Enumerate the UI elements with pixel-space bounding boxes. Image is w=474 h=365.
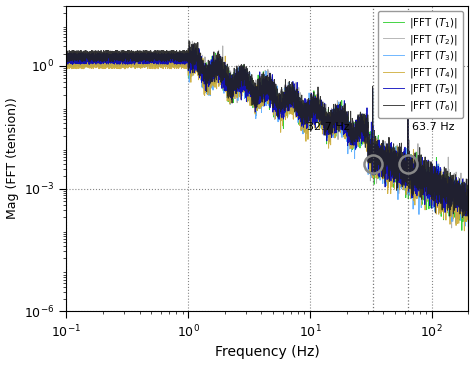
- Text: 32.7 Hz: 32.7 Hz: [307, 122, 350, 132]
- Y-axis label: Mag (FFT (tension)): Mag (FFT (tension)): [6, 98, 18, 219]
- Legend: $|\mathrm{FFT}\ (T_1)|$, $|\mathrm{FFT}\ (T_2)|$, $|\mathrm{FFT}\ (T_3)|$, $|\ma: $|\mathrm{FFT}\ (T_1)|$, $|\mathrm{FFT}\…: [378, 11, 463, 118]
- Text: 63.7 Hz: 63.7 Hz: [412, 122, 455, 132]
- X-axis label: Frequency (Hz): Frequency (Hz): [215, 345, 320, 360]
